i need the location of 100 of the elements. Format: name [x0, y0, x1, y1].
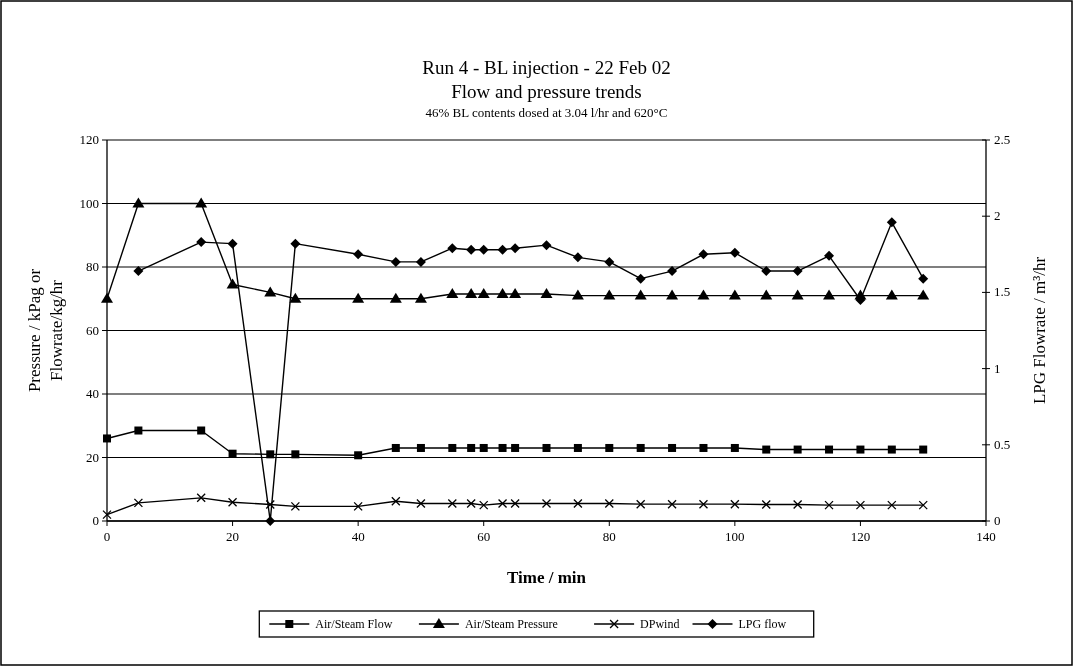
point [352, 292, 365, 303]
point [668, 443, 677, 452]
point [917, 289, 930, 300]
point [730, 443, 739, 452]
chart-title: Run 4 - BL injection - 22 Feb 02 Flow and pressure trends [422, 57, 671, 102]
point [416, 498, 426, 509]
point [823, 289, 836, 300]
point [265, 516, 276, 526]
point [887, 445, 896, 454]
point [391, 496, 401, 506]
point [541, 498, 552, 509]
point [134, 426, 143, 435]
point [887, 500, 897, 510]
point [918, 500, 928, 510]
point [447, 243, 458, 254]
point [919, 445, 928, 454]
point [635, 273, 646, 284]
point [414, 292, 427, 303]
chart-subtitle: 46% BL contents dosed at 3.04 l/hr and 620°C [425, 105, 668, 120]
point [497, 498, 508, 509]
point [195, 197, 208, 208]
legend-label: Air/Steam Flow [315, 617, 393, 631]
point [479, 443, 488, 452]
point [603, 289, 616, 300]
point [448, 443, 457, 452]
point [697, 289, 710, 300]
point [510, 243, 521, 254]
point [196, 237, 207, 248]
point [465, 287, 478, 298]
y-tick-label: 0 [92, 513, 99, 528]
point [542, 443, 551, 452]
y-tick-label: 60 [86, 322, 99, 338]
point [667, 266, 678, 277]
point [466, 498, 476, 509]
point [290, 238, 301, 249]
x-tick-label: 120 [850, 529, 871, 544]
point [571, 289, 584, 300]
point [447, 498, 457, 509]
point [886, 217, 897, 228]
point [636, 443, 645, 452]
point [730, 499, 740, 509]
point [761, 499, 771, 510]
point [133, 498, 144, 508]
y2-tick-label: 2 [994, 208, 1001, 224]
x-axis-title: Time / min [506, 568, 587, 587]
x-tick-label: 100 [725, 529, 745, 544]
y2-tick-label: 0.5 [994, 436, 1011, 452]
y-tick-label: 80 [86, 259, 99, 274]
point [291, 450, 300, 459]
point [446, 287, 459, 298]
x-tick-label: 140 [976, 529, 996, 544]
y2-tick-label: 1 [994, 360, 1001, 376]
y2-tick-label: 0 [994, 513, 1001, 528]
point [825, 445, 834, 454]
y-tick-label: 120 [79, 132, 99, 147]
point [133, 266, 144, 277]
point [227, 238, 238, 249]
point [854, 289, 867, 300]
point [634, 289, 647, 300]
point [132, 197, 145, 208]
point [699, 443, 708, 452]
point [573, 443, 582, 452]
legend-label: DPwind [640, 617, 680, 631]
point [103, 434, 111, 443]
y-tick-label: 20 [86, 449, 99, 465]
point [824, 250, 835, 261]
point [266, 450, 275, 459]
point [226, 278, 239, 289]
point [101, 292, 113, 303]
point [498, 443, 507, 452]
point [477, 287, 490, 298]
x-tick-label: 40 [351, 529, 365, 544]
x-tick-label: 80 [602, 529, 616, 544]
point [856, 445, 865, 454]
point [541, 240, 552, 251]
point [760, 289, 773, 300]
point [793, 445, 802, 454]
point [479, 500, 489, 510]
y2-axis-title: LPG Flowrate / m³/hr [1030, 256, 1049, 405]
point [353, 249, 364, 260]
y-tick-label: 40 [86, 386, 99, 401]
point [497, 244, 508, 255]
point [762, 445, 771, 454]
y-axis-title: Pressure / kPag or Flowrate/kg/hr [25, 268, 66, 393]
point [792, 266, 803, 277]
point [264, 286, 277, 297]
point [761, 266, 772, 277]
point [227, 497, 238, 507]
point [289, 292, 302, 303]
point [791, 289, 804, 300]
legend-label: Air/Steam Pressure [464, 617, 558, 631]
point [265, 499, 275, 510]
point [466, 244, 477, 255]
point [478, 244, 489, 255]
point [540, 287, 553, 298]
point [728, 289, 741, 300]
point [467, 443, 476, 452]
y-tick-label: 100 [79, 195, 99, 211]
point [885, 289, 898, 300]
point [667, 499, 677, 509]
